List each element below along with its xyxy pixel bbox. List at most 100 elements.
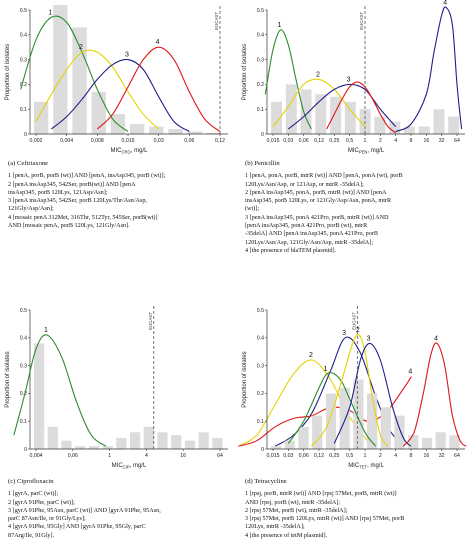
y-tick-label: 0.2 <box>20 82 27 88</box>
histogram-bar <box>157 432 168 449</box>
histogram-bar <box>284 440 295 449</box>
x-tick-label: 0,06 <box>68 453 78 459</box>
caption-line: 3 [penA insAsp345, 542Ser, porB 120Lys/T… <box>8 197 147 205</box>
caption-line: 120Lys/Asn/Asp, or 121Asp, or mtrR -35de… <box>245 180 364 188</box>
series-curve-1 <box>264 29 312 130</box>
x-axis-label: MICCRO, mg/L <box>111 148 149 155</box>
histogram-bar <box>198 432 209 449</box>
series-label: 4 <box>156 39 160 46</box>
chart-d: 0 0.1 0.2 0.3 0.4 0.5 Proportion of isolates 0,… <box>242 306 467 470</box>
histogram-bar <box>312 415 323 449</box>
caption-line: 1 [penA, porB, porB (wt)] AND [penA, ins… <box>8 172 166 180</box>
caption-title: (d) Tetracycline <box>245 478 287 485</box>
caption-line: 3 [gyrA 91Phe, 95Asn, parC (wt)] AND [gy… <box>8 506 161 514</box>
histogram-bar <box>168 129 183 134</box>
histogram-bar <box>206 132 222 134</box>
series-label: 3 <box>367 335 371 342</box>
histogram-bar <box>433 109 445 134</box>
caption-line: 2 [rpsj 57Met, porB (wt), mtrR -35delA]; <box>245 506 348 514</box>
y-tick-label: 0.3 <box>257 57 264 63</box>
histogram-bar <box>171 435 182 449</box>
series-label: 1 <box>278 22 282 29</box>
series-label: 3 <box>342 330 346 337</box>
y-tick-label: 0.3 <box>257 363 264 369</box>
caption-line: 121Gly/Asp/Asn]; <box>8 205 54 213</box>
histogram-bar <box>212 437 223 449</box>
y-tick-label: 0.5 <box>20 308 27 314</box>
y-tick-label: 0.1 <box>20 107 27 113</box>
histogram-bar <box>408 435 419 449</box>
caption-title: (c) Ciprofloxacin <box>8 478 54 485</box>
y-axis-label: Proportion of isolates <box>242 44 248 100</box>
histogram-bar <box>421 437 433 449</box>
histogram-bar <box>449 435 460 449</box>
histogram-bar <box>285 84 297 134</box>
histogram-bar <box>75 446 86 449</box>
histogram-bar <box>47 426 58 449</box>
series-curve-4 <box>395 6 463 133</box>
y-tick-label: 0 <box>261 447 264 453</box>
histogram-bar <box>88 446 100 449</box>
x-tick-label: 32 <box>439 453 445 459</box>
histogram-bar <box>187 131 202 134</box>
series-curve-1 <box>20 15 129 132</box>
caption-line: 4 [the presence of blaTEM plasmid]. <box>245 246 337 254</box>
x-tick-label: 0,06 <box>184 138 194 144</box>
series-curve-3 <box>287 83 397 130</box>
histogram-bar <box>380 407 391 449</box>
x-tick-label: 1 <box>108 453 111 459</box>
x-tick-label: 0,015 <box>122 138 135 144</box>
y-tick-label: 0.4 <box>20 33 27 39</box>
series-curve-4 <box>96 46 221 132</box>
caption-line: AND [rpsj, porB (wt), mtrR -35delA]; <box>245 498 341 506</box>
caption-lines: 1 [gyrA, parC (wt)]; 2 [gyrA 91Phe, parC … <box>8 490 233 540</box>
y-tick-label: 0.2 <box>257 391 264 397</box>
y-tick-label: 0 <box>24 132 27 138</box>
x-tick-label: 4 <box>394 453 397 459</box>
y-tick-label: 0.5 <box>20 8 27 14</box>
histogram-bar <box>143 426 154 449</box>
histogram-bar <box>339 387 350 449</box>
histogram-bar <box>325 393 337 449</box>
series-label: 2 <box>356 327 360 334</box>
histogram-bar <box>403 126 415 134</box>
caption-line: 4 [mosaic penA 312Met, 316Thr, 512Tyr, 5… <box>8 213 158 221</box>
x-tick-label: 1 <box>364 138 367 144</box>
series-label: 2 <box>309 352 313 359</box>
histogram-bar <box>367 393 378 449</box>
histogram-bar <box>34 101 49 134</box>
x-tick-label: 0,06 <box>299 138 309 144</box>
x-tick-label: 0,03 <box>283 138 293 144</box>
y-axis-label: Proportion of isolates <box>5 44 11 100</box>
y-tick-label: 0.2 <box>257 82 264 88</box>
eucast-label: EUCAST <box>351 312 356 330</box>
histogram-bar <box>298 426 309 449</box>
x-tick-label: 0,12 <box>314 138 324 144</box>
x-tick-label: 0,004 <box>30 453 43 459</box>
chart-a: 0 0.1 0.2 0.3 0.4 0.5 Proportion of isolates 0,… <box>5 5 228 155</box>
panel-d: 0 0.1 0.2 0.3 0.4 0.5 Proportion of isolates 0,… <box>237 300 474 550</box>
x-axis-label: MICPEN, mg/L <box>348 148 385 155</box>
x-tick-label: 16 <box>423 138 429 144</box>
histogram-bar <box>330 96 342 134</box>
caption-line: 120Lys/Asn/Asp, 121Gly/Asn/Asp, mtrR -35… <box>245 238 374 246</box>
histogram-bar <box>418 126 430 134</box>
eucast-label: EUCAST <box>359 12 364 30</box>
series-curve-3 <box>50 58 190 132</box>
caption-line: 2 [gyrA 91Phe, parC (wt)]; <box>8 498 75 506</box>
histogram-bar <box>374 116 386 134</box>
caption-c: (c) Ciprofloxacin 1 [gyrA, parC (wt)]; 2 … <box>8 478 233 540</box>
eucast-label: EUCAST <box>148 312 153 330</box>
x-tick-label: 0,002 <box>30 138 43 144</box>
x-tick-label: 64 <box>454 138 460 144</box>
histogram-bar <box>102 446 113 449</box>
histogram-bar <box>184 440 196 449</box>
caption-b: (b) Penicillin 1 [penA, ponA, porB, mtrR… <box>245 160 473 255</box>
caption-line: 2 [penA insAsp345, 542Ser, porB(wt)] AND… <box>8 180 136 188</box>
series-curve-1 <box>13 334 107 447</box>
y-axis-label: Proportion of isolates <box>5 351 11 407</box>
caption-lines: 1 [penA, porB, porB (wt)] AND [penA, ins… <box>8 172 233 230</box>
histogram-bar <box>448 116 460 134</box>
histogram-bar <box>300 89 312 134</box>
x-tick-label: 8 <box>410 138 413 144</box>
